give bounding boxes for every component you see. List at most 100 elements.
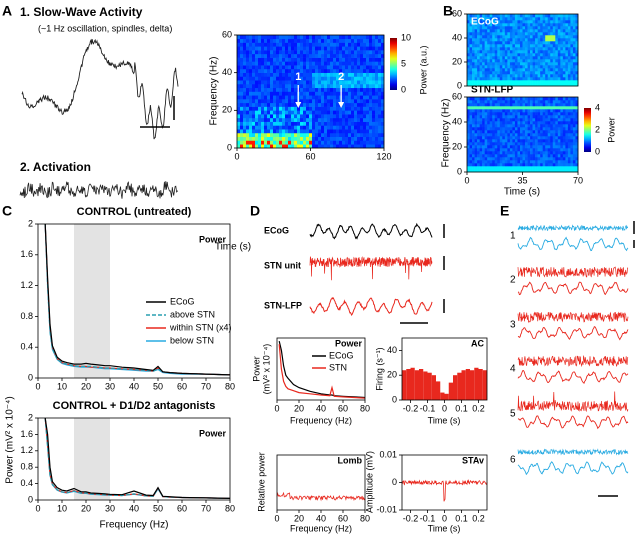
spectrogram-cell — [327, 84, 330, 88]
spectrogram-cell — [366, 84, 369, 88]
spectrogram-cell — [252, 95, 255, 99]
spectrogram-cell — [543, 17, 546, 20]
spectrogram-cell — [485, 35, 488, 38]
spectrogram-cell — [517, 14, 520, 17]
spectrogram-cell — [563, 115, 566, 118]
spectrogram-cell — [512, 44, 515, 47]
spectrogram-cell — [502, 154, 505, 157]
spectrogram-cell — [520, 109, 523, 112]
spectrogram-cell — [342, 46, 345, 50]
spectrogram-cell — [528, 20, 531, 23]
spectrogram-cell — [467, 124, 470, 127]
spectrogram-cell — [565, 50, 568, 53]
spectrogram-cell — [497, 65, 500, 68]
spectrogram-cell — [492, 71, 495, 74]
spectrogram-cell — [357, 43, 360, 47]
spectrogram-cell — [480, 145, 483, 148]
spectrogram-cell — [480, 130, 483, 133]
spectrogram-cell — [553, 56, 556, 59]
spectrogram-cell — [279, 114, 282, 118]
axis-label: Time (s) — [428, 523, 461, 533]
spectrogram-cell — [378, 43, 381, 47]
spectrogram-cell — [321, 65, 324, 69]
spectrogram-cell — [570, 127, 573, 130]
spectrogram-cell — [351, 65, 354, 69]
spectrogram-cell — [548, 100, 551, 103]
spectrogram-cell — [258, 76, 261, 80]
spectrogram-cell — [525, 163, 528, 166]
spectrum-line — [45, 224, 230, 375]
spectrogram-cell — [535, 14, 538, 17]
spectrogram-cell — [369, 88, 372, 92]
spectrogram-cell — [357, 35, 360, 39]
spectrogram-cell — [255, 65, 258, 69]
spectrogram-cell — [273, 35, 276, 39]
spectrogram-cell — [258, 95, 261, 99]
spectrogram-cell — [336, 39, 339, 43]
spectrogram-cell — [477, 133, 480, 136]
spectrogram-cell — [520, 62, 523, 65]
spectrogram-cell — [495, 145, 498, 148]
spectrogram-cell — [512, 154, 515, 157]
spectrogram-cell — [495, 112, 498, 115]
spectrogram-cell — [252, 80, 255, 84]
spectrogram-cell — [497, 53, 500, 56]
spectrogram-cell — [291, 54, 294, 58]
spectrogram-cell — [563, 151, 566, 154]
spectrogram-cell — [306, 58, 309, 62]
spectrogram-cell — [558, 65, 561, 68]
spectrogram-cell — [333, 118, 336, 122]
spectrogram-cell — [348, 110, 351, 114]
spectrogram-cell — [525, 26, 528, 29]
spectrogram-cell — [264, 140, 267, 144]
spectrogram-cell — [378, 140, 381, 144]
spectrogram-cell — [490, 74, 493, 77]
spectrogram-cell — [538, 121, 541, 124]
spectrogram-cell — [533, 136, 536, 139]
spectrogram-cell — [553, 62, 556, 65]
spectrogram-cell — [300, 39, 303, 43]
spectrogram-cell — [550, 59, 553, 62]
spectrogram-cell — [467, 50, 470, 53]
spectrogram-cell — [555, 130, 558, 133]
spectrogram-cell — [538, 50, 541, 53]
spectrogram-cell — [246, 46, 249, 50]
spectrogram-cell — [240, 110, 243, 114]
spectrogram-cell — [565, 100, 568, 103]
spectrogram-cell — [375, 46, 378, 50]
spectrogram-cell — [512, 160, 515, 163]
spectrogram-cell — [315, 107, 318, 111]
spectrogram-cell — [294, 88, 297, 92]
spectrogram-cell — [485, 136, 488, 139]
spectrogram-cell — [563, 163, 566, 166]
spectrogram-cell — [345, 54, 348, 58]
spectrogram-cell — [249, 110, 252, 114]
spectrogram-cell — [467, 35, 470, 38]
spectrogram-cell — [565, 133, 568, 136]
spectrogram-cell — [528, 121, 531, 124]
spectrogram-cell — [570, 154, 573, 157]
spectrogram-cell — [500, 124, 503, 127]
spectrogram-cell — [568, 148, 571, 151]
spectrogram-cell — [530, 163, 533, 166]
spectrogram-cell — [573, 53, 576, 56]
spectrogram-cell — [237, 54, 240, 58]
spectrogram-cell — [300, 92, 303, 96]
spectrogram-cell — [261, 88, 264, 92]
spectrogram-cell — [249, 35, 252, 39]
histogram-bar — [466, 369, 470, 400]
spectrogram-cell — [495, 151, 498, 154]
spectrogram-cell — [249, 125, 252, 129]
spectrogram-cell — [303, 137, 306, 141]
spectrogram-cell — [525, 62, 528, 65]
spectrogram-cell — [500, 62, 503, 65]
spectrogram-cell — [550, 130, 553, 133]
spectrogram-cell — [357, 114, 360, 118]
spectrogram-cell — [570, 109, 573, 112]
spectrogram-cell — [540, 133, 543, 136]
spectrogram-cell — [538, 35, 541, 38]
spectrogram-cell — [505, 142, 508, 145]
spectrogram-cell — [482, 151, 485, 154]
spectrogram-cell — [573, 121, 576, 124]
spectrogram-cell — [568, 109, 571, 112]
